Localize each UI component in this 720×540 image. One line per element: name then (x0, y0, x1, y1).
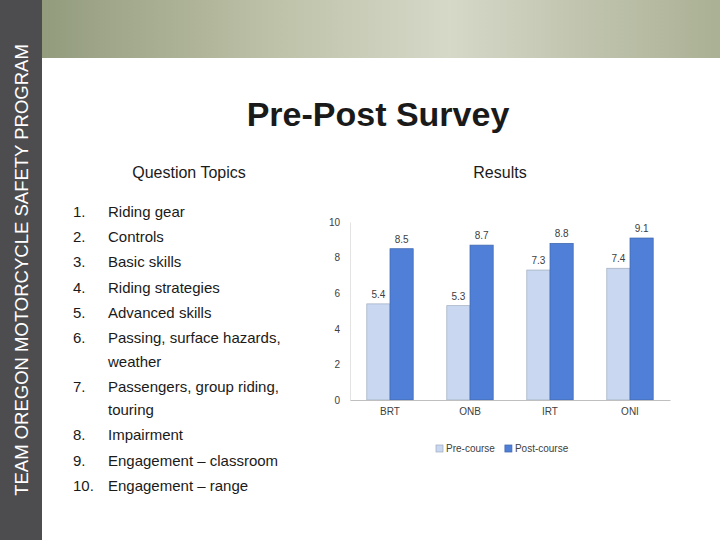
y-tick: 6 (334, 288, 350, 299)
x-tick-label: ONB (459, 406, 481, 417)
data-labels: 5.4 5.3 7.3 7.4 8.5 8.7 8.8 9.1 (371, 223, 649, 302)
data-label: 7.3 (531, 255, 545, 266)
topics-list: 1. Riding gear 2. Controls 3. Basic skills 4. R… (73, 203, 281, 494)
topic-number: 2. (73, 228, 86, 245)
y-axis-line (350, 223, 351, 401)
y-tick: 4 (334, 324, 350, 335)
y-tick-label: 4 (334, 324, 340, 335)
bar (550, 243, 573, 400)
x-tick: BRT (380, 400, 400, 417)
x-axis: BRT ONB IRT ONI (351, 400, 671, 417)
topic-text: weather (107, 353, 161, 370)
data-label: 5.4 (371, 289, 385, 300)
bar (367, 304, 390, 400)
title: Pre-Post Survey (247, 95, 510, 133)
x-tick-label: ONI (621, 406, 639, 417)
sidebar (0, 0, 42, 540)
topic-number: 1. (73, 203, 86, 220)
y-tick: 0 (334, 395, 350, 406)
y-tick-label: 8 (334, 252, 340, 263)
bar (470, 245, 493, 400)
y-tick: 10 (329, 217, 350, 228)
legend-item: Post-course (505, 443, 569, 454)
x-axis-line (351, 400, 671, 401)
y-tick-label: 6 (334, 288, 340, 299)
data-label: 9.1 (635, 223, 649, 234)
topic-number: 3. (73, 253, 86, 270)
topic-number: 9. (73, 452, 86, 469)
data-label: 7.4 (611, 253, 625, 264)
data-label: 5.3 (451, 291, 465, 302)
y-tick: 2 (334, 359, 350, 370)
legend: Pre-course Post-course (436, 443, 569, 454)
topics-heading: Question Topics (132, 164, 246, 181)
y-tick-label: 2 (334, 359, 340, 370)
data-label: 8.8 (555, 228, 569, 239)
bar (447, 306, 470, 400)
bars (367, 238, 653, 400)
topic-text: Riding strategies (108, 279, 220, 296)
banner (42, 0, 720, 58)
chart-title: Results (473, 164, 526, 181)
legend-swatch (436, 445, 443, 452)
topic-text: Basic skills (108, 253, 181, 270)
topic-number: 7. (73, 378, 86, 395)
topic-number: 4. (73, 279, 86, 296)
topic-text: Advanced skills (108, 304, 211, 321)
topic-text: Engagement – classroom (108, 452, 278, 469)
topic-text: touring (108, 401, 154, 418)
topic-text: Impairment (108, 426, 184, 443)
x-tick-label: BRT (380, 406, 400, 417)
data-label: 8.7 (475, 230, 489, 241)
topic-number: 8. (73, 426, 86, 443)
data-label: 8.5 (395, 234, 409, 245)
topic-number: 5. (73, 304, 86, 321)
topic-text: Controls (108, 228, 164, 245)
legend-item: Pre-course (436, 443, 495, 454)
sidebar-text: TEAM OREGON MOTORCYCLE SAFETY PROGRAM (11, 44, 32, 496)
legend-label: Pre-course (446, 443, 495, 454)
y-axis: 0 2 4 6 8 10 (329, 217, 351, 406)
legend-swatch (505, 445, 512, 452)
y-tick-label: 10 (329, 217, 341, 228)
bar (607, 268, 630, 400)
x-tick: IRT (542, 400, 558, 417)
bar (527, 270, 550, 400)
topic-number: 6. (73, 329, 86, 346)
y-tick-label: 0 (334, 395, 340, 406)
slide: TEAM OREGON MOTORCYCLE SAFETY PROGRAM Pre… (0, 0, 720, 540)
bar (390, 249, 413, 400)
bar (630, 238, 653, 400)
legend-label: Post-course (515, 443, 569, 454)
x-tick: ONI (621, 400, 639, 417)
topic-text: Passing, surface hazards, (108, 329, 281, 346)
topic-text: Engagement – range (108, 477, 248, 494)
topic-text: Riding gear (108, 203, 185, 220)
x-tick: ONB (459, 400, 481, 417)
topic-number: 10. (73, 477, 94, 494)
y-tick: 8 (334, 252, 350, 263)
x-tick-label: IRT (542, 406, 558, 417)
topic-text: Passengers, group riding, (108, 378, 279, 395)
